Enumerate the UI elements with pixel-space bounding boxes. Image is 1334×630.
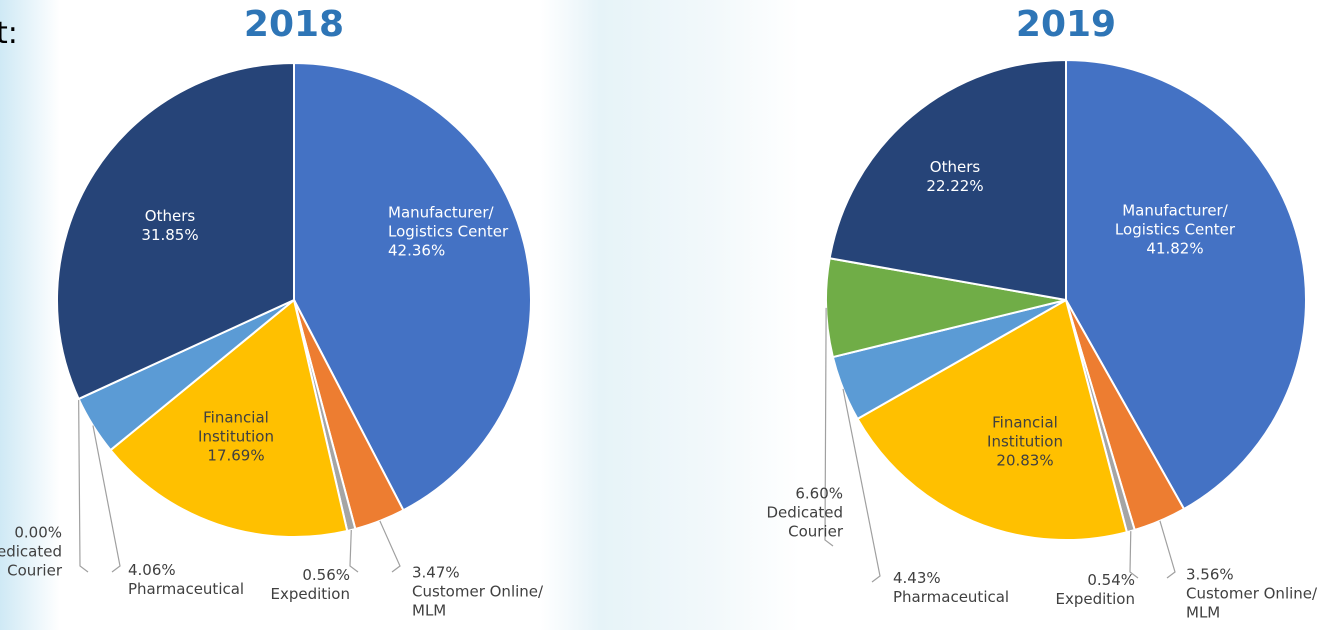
category-label: Customer Online/ MLM [1186,584,1318,622]
pie-slice [293,61,532,512]
value-label: 0.56% [302,566,350,584]
pie-slice [1065,58,1307,511]
category-label: Manufacturer/ Logistics Center [388,203,509,241]
data-label: 6.60% Dedicated Courier [766,485,843,542]
caption: t: [0,16,18,51]
value-label: 4.06% [128,561,176,579]
leader-line [842,388,881,583]
leader-line [824,307,834,547]
category-label: Others [929,158,981,176]
value-label: 31.85% [141,226,199,244]
leader-line [1159,520,1176,579]
category-label: Financial Institution [198,408,274,446]
data-label: Manufacturer/ Logistics Center 41.82% [1115,202,1235,259]
category-label: Expedition [270,585,350,603]
category-label: Pharmaceutical [893,588,1010,606]
category-label: Manufacturer/ Logistics Center [1114,201,1236,239]
leader-line [1129,531,1139,579]
data-label: 3.47% Customer Online/ MLM [412,564,543,621]
value-label: 4.43% [893,569,941,587]
leader-line [349,529,359,573]
data-label: Financial Institution 20.83% [987,414,1063,471]
category-label: Dedicated Courier [766,503,843,541]
value-label: 42.36% [388,241,446,260]
data-label: Manufacturer/ Logistics Center 42.36% [388,204,508,261]
value-label: 20.83% [996,451,1054,470]
data-label: Financial Institution 17.69% [198,409,274,466]
pie-slice [109,298,349,538]
category-label: Others [144,207,196,225]
value-label: 0.54% [1087,571,1135,589]
data-label: 0.54% Expedition [1055,571,1135,609]
data-label: Others 22.22% [926,158,983,196]
category-label: Expedition [1055,590,1135,608]
category-label: Financial Institution [987,413,1063,451]
pie-slice [56,61,295,401]
data-label: 4.43% Pharmaceutical [893,569,1009,607]
data-label: Others 31.85% [141,207,198,245]
category-label: Customer Online/ MLM [412,582,544,620]
data-label: 0.00%Dedicated Courier [0,524,62,581]
data-label: 4.06% Pharmaceutical [128,561,244,599]
leader-line [78,398,89,573]
value-label: 3.47% [412,563,460,582]
leader-line [379,520,401,573]
value-label: 22.22% [926,177,984,195]
leader-line [92,425,121,573]
chart-title: 2019 [1015,4,1117,45]
value-label: 3.56% [1186,565,1234,584]
data-label: 0.56% Expedition [270,566,350,604]
value-label: 41.82% [1146,239,1204,258]
data-label: 3.56% Customer Online/ MLM [1186,566,1317,623]
value-label: 0.00% [14,523,62,542]
category-label: Pharmaceutical [128,580,245,598]
pie-slice [856,298,1129,541]
value-label: 17.69% [207,446,265,465]
chart-title: 2018 [243,4,345,45]
category-label: Dedicated Courier [0,542,62,580]
value-label: 6.60% [795,484,843,503]
pie-slice [828,58,1067,302]
